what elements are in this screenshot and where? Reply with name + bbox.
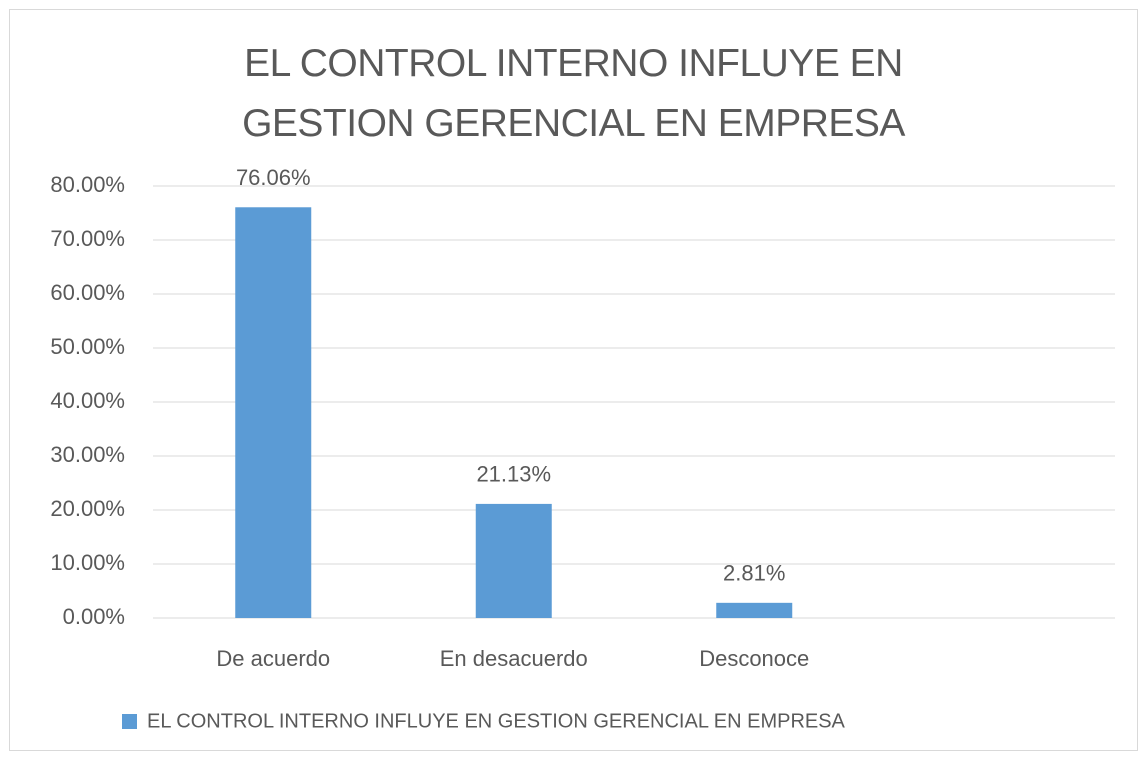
y-tick-label: 60.00%: [50, 280, 125, 305]
data-label: 2.81%: [723, 561, 785, 586]
chart-title: EL CONTROL INTERNO INFLUYE EN GESTION GE…: [242, 42, 905, 145]
bar: [475, 503, 552, 618]
data-label: 21.13%: [476, 462, 551, 487]
y-tick-label: 70.00%: [50, 226, 125, 251]
y-tick-label: 20.00%: [50, 496, 125, 521]
y-tick-label: 0.00%: [63, 604, 125, 629]
x-tick-label: Desconoce: [699, 646, 809, 671]
y-tick-label: 30.00%: [50, 442, 125, 467]
legend-swatch: [122, 714, 137, 729]
data-label: 76.06%: [236, 165, 311, 190]
y-tick-label: 10.00%: [50, 550, 125, 575]
legend-label: EL CONTROL INTERNO INFLUYE EN GESTION GE…: [147, 710, 846, 732]
chart-border: [9, 9, 1138, 751]
y-tick-label: 40.00%: [50, 388, 125, 413]
bar: [716, 602, 793, 618]
x-tick-label: En desacuerdo: [440, 646, 588, 671]
x-tick-label: De acuerdo: [216, 646, 330, 671]
bar: [235, 207, 312, 618]
y-tick-label: 50.00%: [50, 334, 125, 359]
y-tick-label: 80.00%: [50, 172, 125, 197]
